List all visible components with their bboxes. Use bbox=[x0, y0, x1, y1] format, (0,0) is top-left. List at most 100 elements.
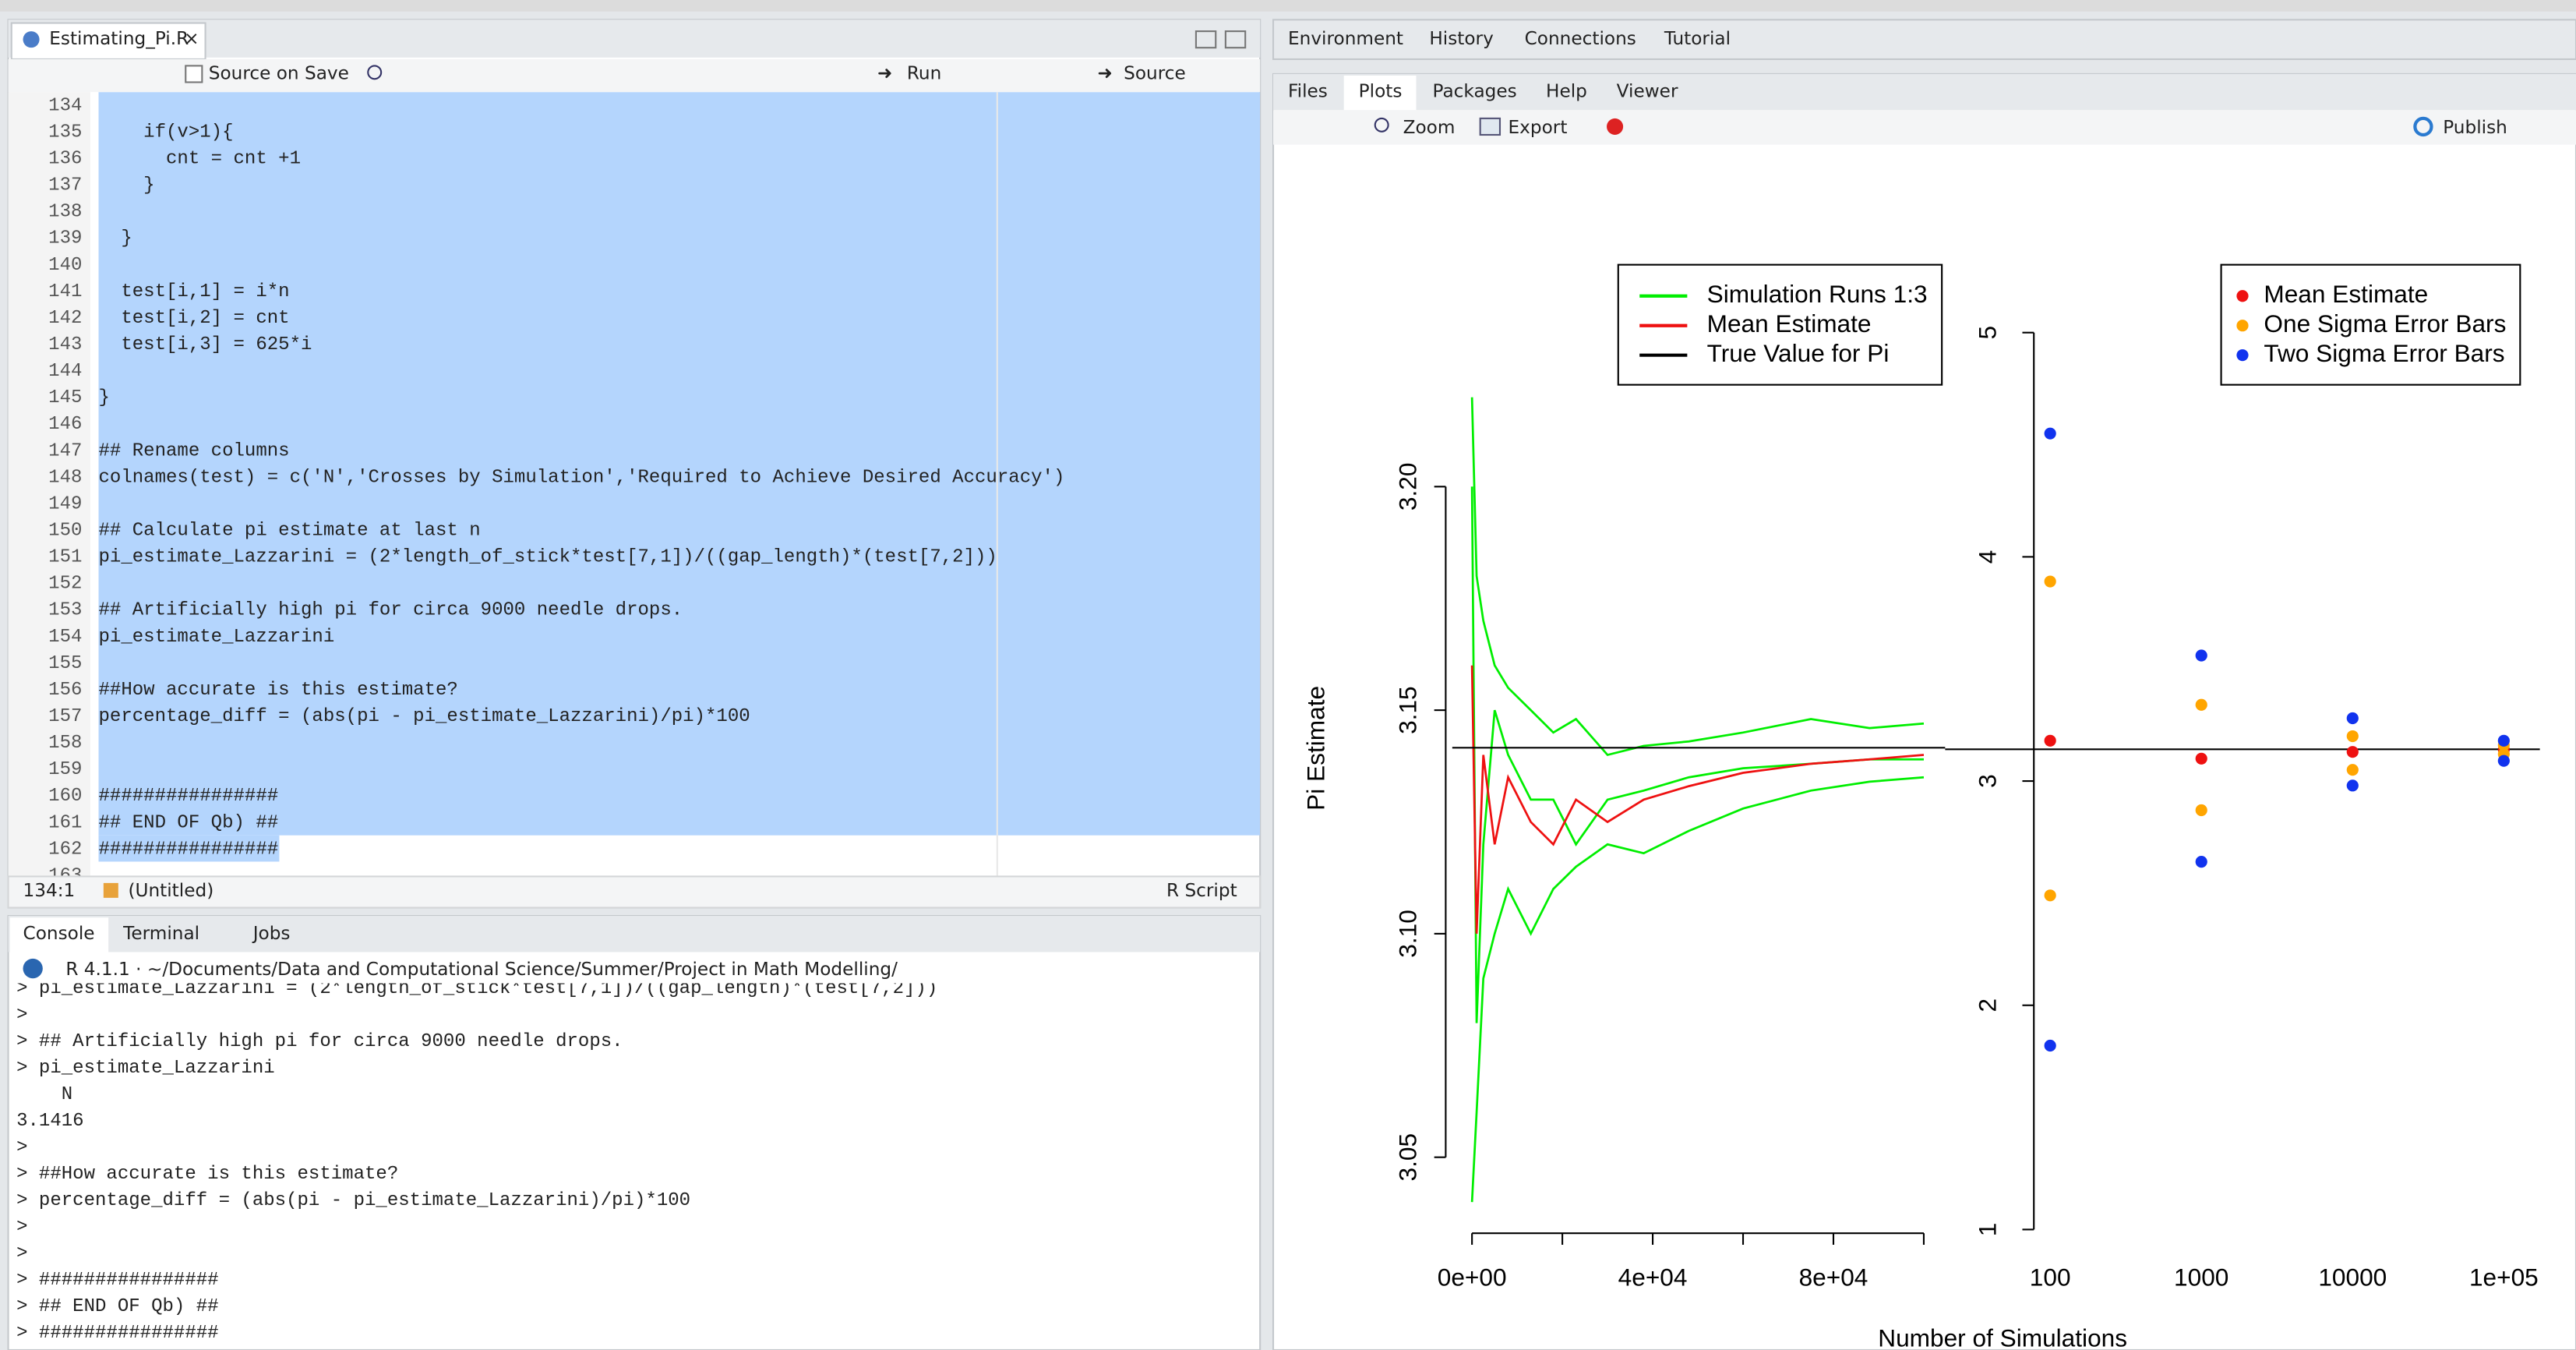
x-tick-label: 4e+04 bbox=[1618, 1263, 1688, 1292]
console-tabbar bbox=[8, 916, 1261, 952]
console-line: > ## Artificially high pi for circa 9000… bbox=[16, 1031, 623, 1052]
point bbox=[2195, 752, 2207, 765]
source-button[interactable]: Source bbox=[1124, 62, 1186, 83]
line-number: 135 bbox=[48, 122, 82, 143]
active-tab bbox=[1343, 76, 1417, 111]
console-line: > bbox=[16, 1005, 27, 1026]
line-number: 138 bbox=[48, 202, 82, 223]
y-tick-label: 3.20 bbox=[1393, 463, 1421, 511]
export-button[interactable]: Export bbox=[1509, 117, 1568, 138]
environment-tabbar bbox=[1272, 19, 2576, 61]
terminal-tab[interactable]: Terminal bbox=[122, 923, 199, 944]
history-tab[interactable]: History bbox=[1429, 28, 1494, 49]
code-line: } bbox=[99, 228, 132, 249]
r-logo bbox=[23, 958, 43, 979]
line-number: 163 bbox=[48, 865, 82, 886]
plots-pane: Files Plots Packages Help Viewer Zoom Ex… bbox=[1272, 72, 2576, 1350]
console-line: 3.1416 bbox=[16, 1111, 84, 1132]
editor-tab[interactable] bbox=[10, 22, 206, 61]
line-number: 161 bbox=[48, 812, 82, 833]
selection bbox=[98, 92, 1261, 836]
console-line: > bbox=[16, 1217, 27, 1238]
zoom-button[interactable]: Zoom bbox=[1403, 117, 1456, 138]
point bbox=[2195, 698, 2207, 711]
point bbox=[2497, 755, 2510, 767]
point bbox=[2497, 734, 2510, 747]
point bbox=[2044, 575, 2056, 588]
code-line: ## Calculate pi estimate at last n bbox=[99, 520, 481, 541]
point bbox=[2346, 779, 2359, 792]
line-number: 143 bbox=[48, 334, 82, 355]
run-button[interactable]: Run bbox=[907, 62, 941, 83]
code-line: } bbox=[99, 387, 110, 408]
point bbox=[2044, 889, 2056, 902]
tab-close[interactable]: × bbox=[184, 28, 199, 49]
top-strip bbox=[0, 0, 2576, 12]
line-number: 157 bbox=[48, 706, 82, 727]
line-number: 156 bbox=[48, 680, 82, 701]
help-tab[interactable]: Help bbox=[1546, 81, 1587, 102]
zoom-icon[interactable] bbox=[1374, 117, 1389, 133]
console-line: > percentage_diff = (abs(pi - pi_estimat… bbox=[16, 1190, 690, 1211]
scope-icon bbox=[103, 882, 118, 898]
gutter bbox=[8, 92, 90, 877]
code-line: ##How accurate is this estimate? bbox=[99, 680, 458, 701]
file-type[interactable]: R Script bbox=[1166, 880, 1237, 901]
export-icon[interactable] bbox=[1479, 117, 1501, 136]
packages-tab[interactable]: Packages bbox=[1433, 81, 1517, 102]
plots-toolbar bbox=[1273, 110, 2576, 145]
source-icon[interactable]: ➜ bbox=[1097, 62, 1112, 83]
publish-icon[interactable] bbox=[2413, 116, 2433, 137]
publish-button[interactable]: Publish bbox=[2443, 117, 2507, 138]
plot: 3.05 3.10 3.15 3.20 Pi Estimate 0e+00 4e+04 8e+… bbox=[1301, 263, 2540, 1350]
code-line: test[i,2] = cnt bbox=[99, 308, 290, 329]
line-number: 160 bbox=[48, 786, 82, 807]
legend-label: Mean Estimate bbox=[1707, 309, 1872, 338]
y-tick-label: 3.10 bbox=[1393, 910, 1421, 958]
x-tick-label: 0e+00 bbox=[1438, 1263, 1507, 1292]
cursor-position: 134:1 bbox=[23, 880, 76, 901]
maximize[interactable] bbox=[1224, 30, 1247, 49]
legend-label: True Value for Pi bbox=[1707, 339, 1890, 367]
environment-tab[interactable]: Environment bbox=[1288, 28, 1403, 49]
line-number: 150 bbox=[48, 520, 82, 541]
x-tick-label: 100 bbox=[2030, 1263, 2071, 1292]
line-number: 151 bbox=[48, 547, 82, 568]
files-tab[interactable]: Files bbox=[1288, 81, 1328, 102]
legend-label: Simulation Runs 1:3 bbox=[1707, 280, 1928, 308]
connections-tab[interactable]: Connections bbox=[1525, 28, 1636, 49]
y-tick-label: 4 bbox=[1974, 550, 2002, 564]
code-line: test[i,1] = i*n bbox=[99, 281, 290, 302]
tutorial-tab[interactable]: Tutorial bbox=[1664, 28, 1731, 49]
plots-tab[interactable]: Plots bbox=[1359, 81, 1403, 102]
code-line: ## Rename columns bbox=[99, 440, 290, 461]
source-on-save-checkbox[interactable] bbox=[185, 65, 203, 83]
scope[interactable]: (Untitled) bbox=[128, 880, 213, 901]
line-number: 155 bbox=[48, 653, 82, 674]
console-tab[interactable]: Console bbox=[23, 923, 95, 944]
legend-swatch bbox=[2236, 290, 2249, 302]
series-line bbox=[1470, 665, 1925, 934]
source-on-save[interactable]: Source on Save bbox=[209, 62, 349, 83]
code-line: percentage_diff = (abs(pi - pi_estimate_… bbox=[99, 706, 750, 727]
line-number: 153 bbox=[48, 600, 82, 621]
jobs-tab[interactable]: Jobs bbox=[252, 923, 291, 944]
search-icon[interactable] bbox=[367, 65, 383, 80]
point bbox=[2346, 712, 2359, 725]
point bbox=[2346, 746, 2359, 758]
y-tick-label: 5 bbox=[1974, 326, 2002, 340]
remove-plot[interactable] bbox=[1607, 118, 1624, 135]
code-line: if(v>1){ bbox=[99, 122, 234, 143]
line-number: 154 bbox=[48, 627, 82, 648]
run-icon[interactable]: ➜ bbox=[877, 62, 892, 83]
code-line: } bbox=[99, 175, 155, 196]
x-tick-label: 1e+05 bbox=[2469, 1263, 2539, 1292]
legend-label: Two Sigma Error Bars bbox=[2264, 339, 2504, 367]
code-line: ## END OF Qb) ## bbox=[99, 812, 279, 833]
editor-tab-title[interactable]: Estimating_Pi.R bbox=[49, 28, 189, 49]
code-line: pi_estimate_Lazzarini bbox=[99, 627, 335, 648]
line-number: 136 bbox=[48, 148, 82, 169]
minimize[interactable] bbox=[1194, 30, 1217, 49]
line-number: 162 bbox=[48, 839, 82, 860]
viewer-tab[interactable]: Viewer bbox=[1617, 81, 1678, 102]
